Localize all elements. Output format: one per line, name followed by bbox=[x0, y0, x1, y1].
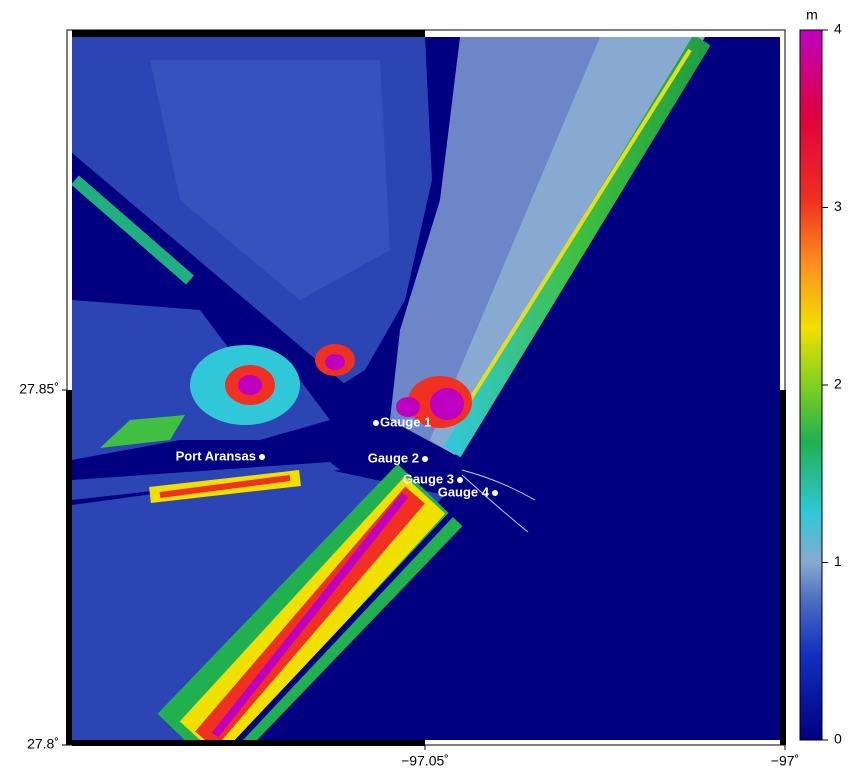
island bbox=[325, 354, 345, 370]
lat-tick-label: 27.85˚ bbox=[19, 381, 59, 397]
colorbar-tick-label: 1 bbox=[834, 553, 842, 569]
colorbar bbox=[800, 30, 822, 740]
map-area bbox=[60, 37, 780, 758]
lon-tick-label: −97˚ bbox=[771, 753, 799, 769]
island bbox=[238, 375, 262, 395]
dune bbox=[430, 388, 464, 420]
place-marker bbox=[373, 420, 379, 426]
page: {"map": { "lat_ticks": [{"value": 27.85,… bbox=[0, 0, 848, 781]
place-marker bbox=[457, 477, 463, 483]
map-figure: m 27.85˚ 27.8˚ −97.05˚ −97˚ Port Aransas Gaug… bbox=[0, 0, 848, 776]
place-label: Gauge 4 bbox=[438, 484, 490, 499]
place-label: Gauge 2 bbox=[368, 450, 419, 465]
lon-tick-label: −97.05˚ bbox=[401, 753, 449, 769]
place-label: Port Aransas bbox=[176, 448, 256, 463]
place-marker bbox=[422, 456, 428, 462]
frame-bar bbox=[72, 740, 425, 746]
lat-tick-label: 27.8˚ bbox=[27, 736, 59, 752]
colorbar-tick-label: 0 bbox=[834, 731, 842, 747]
place-label: Gauge 1 bbox=[380, 414, 431, 429]
colorbar-tick-label: 2 bbox=[834, 376, 842, 392]
colorbar-tick-label: 4 bbox=[834, 21, 842, 37]
place-marker bbox=[492, 490, 498, 496]
colorbar-unit: m bbox=[806, 7, 818, 23]
frame-bar bbox=[780, 390, 786, 745]
colorbar-tick-label: 3 bbox=[834, 198, 842, 214]
frame-bar bbox=[66, 390, 72, 745]
place-marker bbox=[259, 454, 265, 460]
frame-bar bbox=[72, 30, 425, 37]
